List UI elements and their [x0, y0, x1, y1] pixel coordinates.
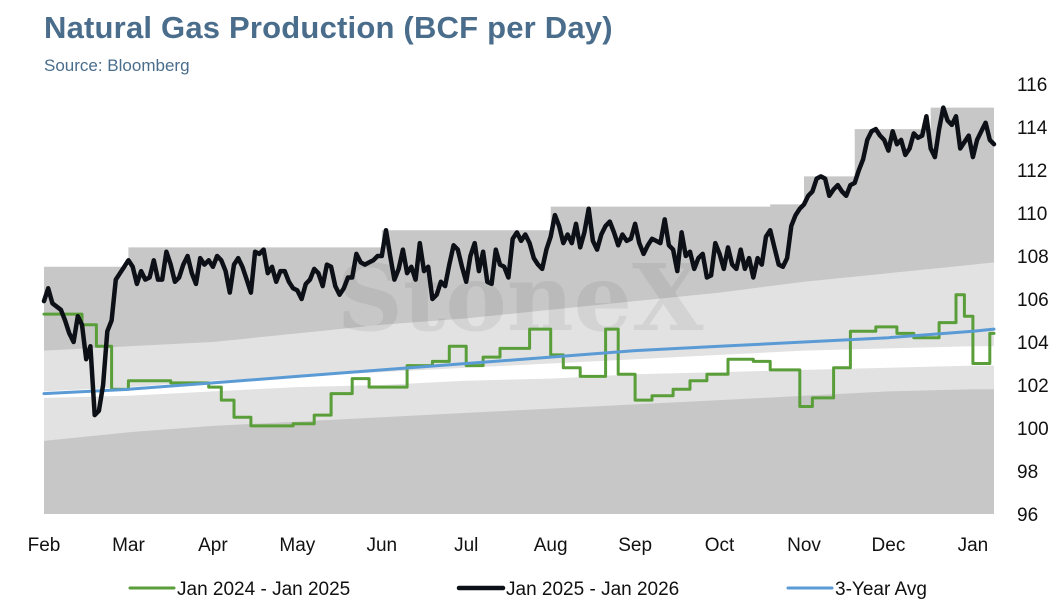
x-tick-label: Feb — [28, 535, 61, 556]
y-tick-label: 98 — [1017, 462, 1038, 483]
series-lines — [41, 105, 997, 428]
x-axis: Feb Mar Apr May Jun Jul Aug Sep Oct Nov Dec Jan — [28, 535, 989, 556]
page-title: Natural Gas Production (BCF per Day) — [44, 10, 613, 45]
x-tick-label: Jun — [366, 535, 397, 556]
y-tick-label: 108 — [1017, 247, 1049, 268]
legend-label-avg: 3-Year Avg — [835, 579, 927, 600]
y-tick-label: 102 — [1017, 376, 1049, 397]
series-line-avg — [42, 327, 996, 396]
x-tick-label: Jan — [958, 535, 989, 556]
y-axis: 96 98 100 102 104 106 108 110 112 114 116 — [1017, 75, 1049, 526]
x-tick-label: Sep — [618, 535, 652, 556]
x-tick-label: Jul — [454, 535, 478, 556]
watermark: StoneX — [336, 244, 704, 352]
series-line-series-2025 — [41, 105, 997, 418]
chart-source: Source: Bloomberg — [44, 56, 190, 75]
x-tick-label: Oct — [705, 535, 735, 556]
y-tick-label: 112 — [1017, 161, 1047, 182]
legend-label-series-2024: Jan 2024 - Jan 2025 — [177, 579, 350, 600]
x-tick-label: Mar — [112, 535, 145, 556]
band-inner — [44, 262, 994, 441]
x-tick-label: Dec — [872, 535, 906, 556]
y-tick-label: 110 — [1017, 204, 1047, 225]
y-tick-label: 96 — [1017, 505, 1038, 526]
y-tick-label: 114 — [1017, 118, 1048, 139]
y-tick-label: 116 — [1017, 75, 1047, 96]
legend: Jan 2024 - Jan 2025 Jan 2025 - Jan 2026 3-… — [128, 579, 927, 600]
band-center — [44, 346, 994, 398]
y-tick-label: 106 — [1017, 290, 1049, 311]
x-tick-label: Nov — [787, 535, 821, 556]
x-tick-label: May — [279, 535, 315, 556]
series-line-series-2024 — [42, 293, 996, 428]
y-tick-label: 104 — [1017, 333, 1049, 354]
legend-label-series-2025: Jan 2025 - Jan 2026 — [506, 579, 679, 600]
y-tick-label: 100 — [1017, 419, 1049, 440]
x-tick-label: Aug — [534, 535, 568, 556]
range-bands — [44, 107, 994, 514]
x-tick-label: Apr — [198, 535, 228, 556]
